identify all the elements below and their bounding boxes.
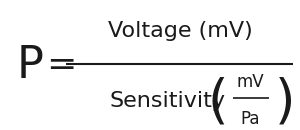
Text: =: =	[46, 48, 77, 82]
Text: ): )	[275, 77, 295, 129]
Text: P: P	[16, 44, 44, 86]
Text: Voltage (mV): Voltage (mV)	[108, 21, 252, 41]
Text: Sensitivity: Sensitivity	[110, 91, 226, 111]
Text: Pa: Pa	[241, 110, 260, 128]
Text: mV: mV	[237, 73, 264, 91]
Text: (: (	[207, 77, 228, 129]
